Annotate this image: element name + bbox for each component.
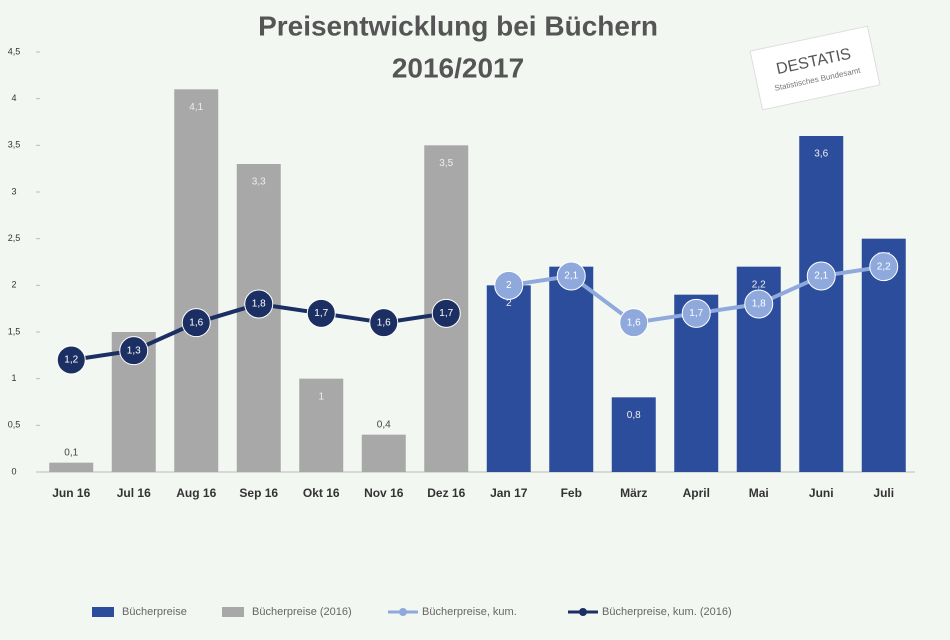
logo: DESTATIS Statistisches Bundesamt bbox=[749, 25, 881, 111]
point-label: 1,2 bbox=[64, 355, 78, 366]
legend-swatch bbox=[399, 608, 407, 616]
line-marker bbox=[556, 261, 586, 291]
logo-card bbox=[749, 25, 881, 111]
x-tick-label: März bbox=[620, 486, 647, 500]
y-tick-label: 1 bbox=[11, 373, 16, 383]
chart-subtitle: 2016/2017 bbox=[392, 52, 524, 83]
x-tick-label: April bbox=[683, 486, 710, 500]
point-label: 2,1 bbox=[564, 271, 578, 282]
bar-label: 2,2 bbox=[752, 279, 766, 290]
x-tick-label: Juli bbox=[873, 486, 894, 500]
x-tick-label: Okt 16 bbox=[303, 486, 340, 500]
line-marker bbox=[119, 336, 149, 366]
bar bbox=[799, 136, 844, 472]
point-label: 1,7 bbox=[689, 308, 703, 319]
x-tick-label: Jul 16 bbox=[117, 486, 151, 500]
y-tick-label: 4,5 bbox=[8, 46, 21, 56]
line-marker bbox=[369, 308, 399, 338]
bar-label: 3,6 bbox=[814, 149, 828, 160]
line-marker bbox=[681, 298, 711, 328]
x-tick-label: Juni bbox=[809, 486, 834, 500]
bar-label: 3,5 bbox=[439, 158, 453, 169]
bar-label: 0,1 bbox=[64, 447, 78, 458]
point-label: 1,7 bbox=[314, 308, 328, 319]
line-marker bbox=[244, 289, 274, 319]
legend-swatch bbox=[579, 608, 587, 616]
legend-label: Bücherpreise bbox=[122, 606, 187, 618]
point-label: 1,8 bbox=[752, 299, 766, 310]
y-tick-label: 4 bbox=[11, 93, 16, 103]
x-tick-label: Jan 17 bbox=[490, 486, 528, 500]
point-label: 2 bbox=[506, 280, 512, 291]
bar bbox=[549, 266, 594, 472]
bar bbox=[611, 397, 656, 472]
point-label: 1,8 bbox=[252, 299, 266, 310]
x-tick-label: Aug 16 bbox=[176, 486, 216, 500]
line-marker bbox=[869, 252, 899, 282]
line-marker bbox=[744, 289, 774, 319]
x-tick-label: Jun 16 bbox=[52, 486, 90, 500]
chart-title: Preisentwicklung bei Büchern bbox=[258, 10, 658, 41]
bar bbox=[361, 434, 406, 472]
y-tick-label: 2,5 bbox=[8, 233, 21, 243]
x-tick-label: Sep 16 bbox=[239, 486, 278, 500]
y-tick-label: 0,5 bbox=[8, 420, 21, 430]
y-tick-label: 3,5 bbox=[8, 140, 21, 150]
y-tick-label: 2 bbox=[11, 280, 16, 290]
x-tick-label: Mai bbox=[749, 486, 769, 500]
y-tick-label: 0 bbox=[11, 466, 16, 476]
bar-label: 0,8 bbox=[627, 410, 641, 421]
point-label: 1,7 bbox=[439, 308, 453, 319]
y-tick-label: 3 bbox=[11, 186, 16, 196]
point-label: 2,1 bbox=[814, 271, 828, 282]
line-marker bbox=[181, 308, 211, 338]
line-marker bbox=[306, 298, 336, 328]
legend-label: Bücherpreise, kum. bbox=[422, 606, 517, 618]
legend-label: Bücherpreise (2016) bbox=[252, 606, 352, 618]
bar bbox=[49, 462, 94, 472]
point-label: 2,2 bbox=[877, 261, 891, 272]
bar-label: 2 bbox=[506, 298, 512, 309]
bar bbox=[486, 285, 531, 472]
point-label: 1,6 bbox=[189, 317, 203, 328]
point-label: 1,3 bbox=[127, 345, 141, 356]
x-tick-label: Dez 16 bbox=[427, 486, 465, 500]
bar bbox=[299, 378, 344, 472]
y-tick-label: 1,5 bbox=[8, 326, 21, 336]
line-marker bbox=[619, 308, 649, 338]
line-marker bbox=[494, 270, 524, 300]
line-marker bbox=[806, 261, 836, 291]
x-tick-label: Feb bbox=[561, 486, 582, 500]
line-marker bbox=[56, 345, 86, 375]
bar-label: 4,1 bbox=[189, 102, 203, 113]
legend-label: Bücherpreise, kum. (2016) bbox=[602, 606, 732, 618]
x-tick-label: Nov 16 bbox=[364, 486, 404, 500]
point-label: 1,6 bbox=[377, 317, 391, 328]
bar-label: 3,3 bbox=[252, 177, 266, 188]
legend-swatch bbox=[92, 607, 114, 617]
bar-label: 1 bbox=[318, 391, 324, 402]
bar-label: 0,4 bbox=[377, 419, 391, 430]
legend-swatch bbox=[222, 607, 244, 617]
bar bbox=[174, 89, 219, 472]
line-marker bbox=[431, 298, 461, 328]
point-label: 1,6 bbox=[627, 317, 641, 328]
